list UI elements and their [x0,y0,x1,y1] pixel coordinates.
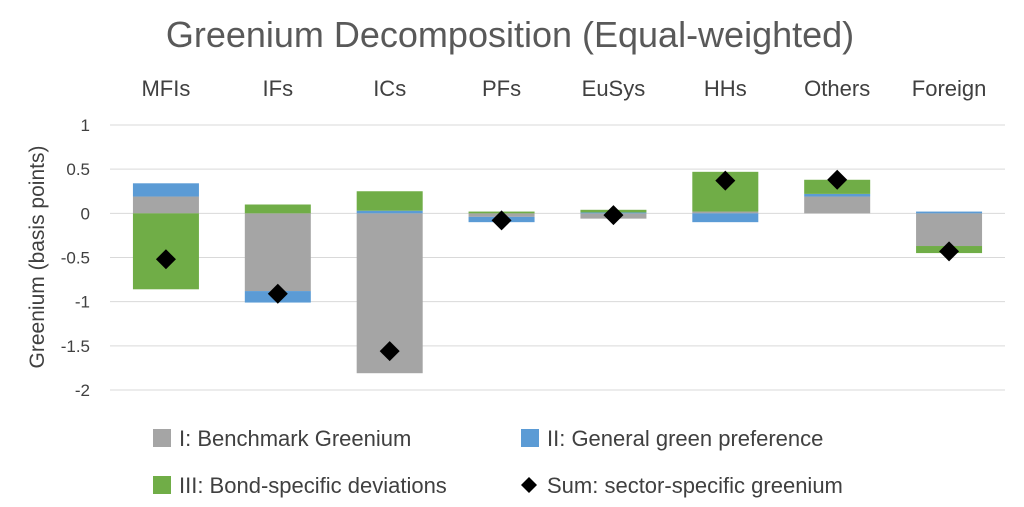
bar-segment [692,213,759,223]
bars [132,171,983,374]
bar-segment [804,193,871,197]
y-axis-label: Greenium (basis points) [26,146,49,369]
category-label: PFs [482,76,521,101]
category-label: IFs [263,76,294,101]
legend-entry: II: General green preference [521,426,823,451]
legend-entry: Sum: sector-specific greenium [521,473,843,498]
category-label: ICs [373,76,406,101]
legend-swatch [153,476,171,494]
bar-segment [916,213,983,247]
sum-marker [379,341,400,362]
category-label: Others [804,76,870,101]
bar-segment [692,211,759,214]
legend-entry: III: Bond-specific deviations [153,473,447,498]
chart-title: Greenium Decomposition (Equal-weighted) [166,14,854,55]
sum-marker [267,283,288,304]
category-label: Foreign [912,76,987,101]
y-tick-label: -2 [75,381,90,400]
category-labels: MFIs IFs ICs PFs EuSys HHs Others Foreign [141,76,986,101]
sum-marker [827,169,848,190]
category-label: HHs [704,76,747,101]
gridlines [110,124,1005,391]
legend-label: II: General green preference [547,426,823,451]
y-tick-label: 0.5 [66,160,90,179]
legend-label: III: Bond-specific deviations [179,473,447,498]
bar-segment [916,211,983,214]
y-tick-label: -1.5 [61,337,90,356]
bar-segment [132,183,199,197]
bar-segment [804,196,871,214]
bar-segment [244,204,311,214]
category-label: EuSys [582,76,646,101]
sum-marker [939,241,960,262]
category-label: MFIs [141,76,190,101]
bar-segment [356,191,423,211]
legend-swatch [521,429,539,447]
bar-segment [244,213,311,292]
legend-entry: I: Benchmark Greenium [153,426,411,451]
legend-label: I: Benchmark Greenium [179,426,411,451]
y-tick-label: -0.5 [61,249,90,268]
y-tick-label: 1 [81,116,90,135]
legend-swatch [153,429,171,447]
legend-label: Sum: sector-specific greenium [547,473,843,498]
legend: I: Benchmark Greenium II: General green p… [153,426,843,498]
y-tick-label: 0 [81,204,90,223]
bar-segment [356,210,423,214]
sum-marker [491,210,512,231]
sum-marker [715,170,736,191]
bar-segment [132,196,199,214]
y-tick-labels: 1 0.5 0 -0.5 -1 -1.5 -2 [61,116,90,400]
y-tick-label: -1 [75,293,90,312]
legend-marker [521,477,537,493]
sum-marker [603,205,624,226]
sum-markers [155,169,960,362]
sum-marker [155,249,176,270]
